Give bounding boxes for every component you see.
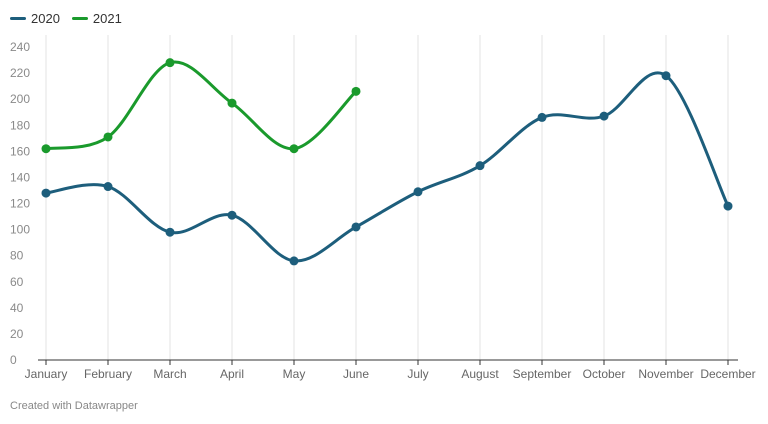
y-tick-label-4: 80 xyxy=(10,249,24,263)
legend-swatch-series-1 xyxy=(71,17,88,20)
y-tick-label-12: 240 xyxy=(10,40,30,54)
data-point-series-1-1 xyxy=(103,132,113,142)
y-tick-label-11: 220 xyxy=(10,66,30,80)
y-tick-label-2: 40 xyxy=(10,301,24,315)
data-point-series-1-3 xyxy=(227,98,237,108)
data-point-series-0-6 xyxy=(413,187,423,197)
y-tick-label-3: 60 xyxy=(10,275,24,289)
data-point-series-0-8 xyxy=(537,112,547,122)
y-tick-label-6: 120 xyxy=(10,197,30,211)
series-line-1 xyxy=(44,60,358,151)
chart-legend: 2020 2021 xyxy=(10,11,122,26)
x-tick-label-10: November xyxy=(638,367,693,381)
credit-footer: Created with Datawrapper xyxy=(10,400,138,412)
series-line-0 xyxy=(44,71,730,263)
x-tick-label-0: January xyxy=(25,367,68,381)
x-tick-label-9: October xyxy=(583,367,626,381)
x-tick-label-7: August xyxy=(461,367,499,381)
data-point-series-0-10 xyxy=(661,71,671,81)
x-tick-label-11: December xyxy=(700,367,755,381)
x-tick-label-5: June xyxy=(343,367,369,381)
x-tick-label-2: March xyxy=(153,367,186,381)
data-point-series-1-5 xyxy=(351,86,361,96)
y-tick-label-5: 100 xyxy=(10,223,30,237)
data-point-series-1-0 xyxy=(41,144,51,154)
x-tick-label-8: September xyxy=(513,367,572,381)
x-tick-label-4: May xyxy=(283,367,306,381)
data-point-series-0-5 xyxy=(351,222,361,232)
legend-label-series-1: 2021 xyxy=(92,11,122,26)
data-point-series-1-4 xyxy=(289,144,299,154)
y-tick-label-9: 180 xyxy=(10,118,30,132)
data-point-series-0-7 xyxy=(475,161,485,171)
x-tick-label-6: July xyxy=(407,367,428,381)
data-point-series-0-2 xyxy=(165,227,175,237)
legend-label-series-0: 2020 xyxy=(31,11,60,26)
y-tick-label-0: 0 xyxy=(10,353,17,367)
y-tick-label-7: 140 xyxy=(10,170,30,184)
data-point-series-0-1 xyxy=(103,182,113,192)
data-point-series-0-11 xyxy=(723,201,733,211)
y-tick-label-10: 200 xyxy=(10,92,30,106)
data-point-series-1-2 xyxy=(165,58,175,68)
data-point-series-0-4 xyxy=(289,256,299,266)
data-point-series-0-0 xyxy=(41,188,51,198)
legend-item-series-0: 2020 xyxy=(10,11,60,26)
x-tick-label-3: April xyxy=(220,367,244,381)
x-tick-label-1: February xyxy=(84,367,132,381)
legend-item-series-1: 2021 xyxy=(71,11,122,26)
data-point-series-0-9 xyxy=(599,111,609,121)
legend-swatch-series-0 xyxy=(10,17,26,20)
y-tick-label-8: 160 xyxy=(10,144,30,158)
y-tick-label-1: 20 xyxy=(10,327,24,341)
data-point-series-0-3 xyxy=(227,210,237,220)
